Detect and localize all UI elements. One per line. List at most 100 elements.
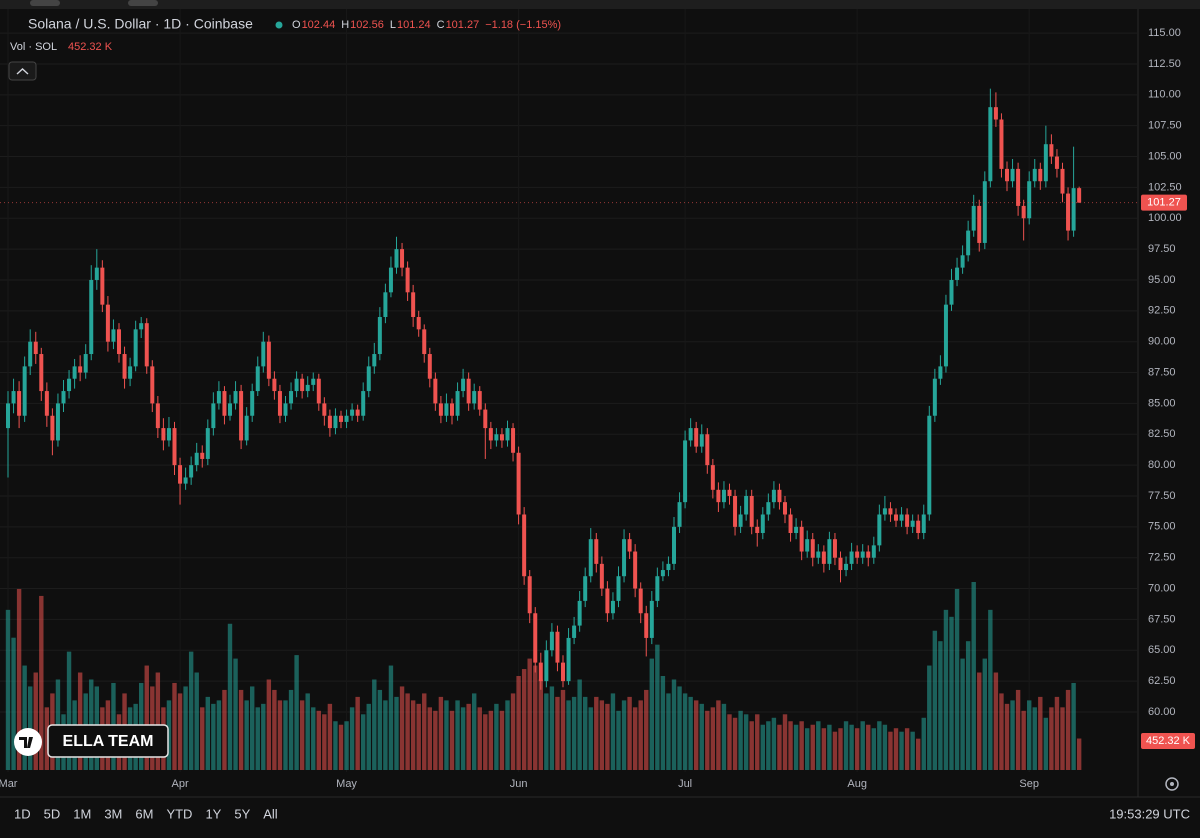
volume-bar — [460, 707, 466, 770]
volume-bar — [1027, 700, 1032, 770]
volume-bar — [288, 689, 294, 770]
y-tick-label: 67.50 — [1148, 613, 1176, 625]
candle-body — [139, 323, 144, 330]
candle-body — [788, 514, 793, 534]
x-tick-label: Aug — [847, 778, 867, 790]
volume-bar — [621, 700, 627, 770]
candle-body — [566, 637, 571, 682]
volume-bar — [327, 703, 333, 770]
candle-body — [877, 514, 882, 546]
candle-body — [816, 551, 821, 558]
candle-body — [744, 495, 749, 515]
candle-body — [228, 403, 232, 416]
candle-body — [916, 520, 921, 534]
volume-bar — [466, 703, 471, 770]
volume-bar — [227, 623, 233, 770]
volume-bar — [416, 703, 421, 770]
candle-body — [894, 514, 898, 521]
volume-bar — [1071, 682, 1076, 770]
collapse-icon — [16, 68, 29, 75]
volume-bar — [577, 679, 582, 770]
candle-body — [277, 391, 282, 416]
volume-bar — [583, 696, 588, 770]
candle-body — [672, 526, 676, 564]
y-tick-label: 60.00 — [1148, 706, 1176, 718]
timeframe-button[interactable]: YTD — [166, 806, 192, 821]
volume-bar — [250, 686, 255, 770]
candle-body — [1071, 188, 1076, 231]
candle-body — [83, 354, 88, 373]
volume-bar — [566, 700, 571, 770]
volume-bar — [383, 700, 388, 770]
volume-bar — [910, 731, 915, 770]
volume-bar — [477, 707, 482, 770]
candle-body — [372, 354, 377, 367]
candle-body — [333, 415, 338, 429]
candle-body — [266, 341, 271, 379]
candle-body — [849, 551, 854, 564]
volume-bar — [305, 693, 310, 770]
candle-body — [583, 576, 588, 601]
volume-bar — [788, 721, 793, 770]
candle-body — [777, 489, 782, 503]
candle-body — [577, 600, 582, 626]
volume-bar — [316, 710, 321, 770]
status-dot — [275, 21, 283, 29]
candle-body — [638, 588, 643, 614]
volume-bar — [255, 707, 260, 770]
volume-bar — [732, 717, 738, 770]
candle-body — [572, 625, 577, 638]
timeframe-button[interactable]: 3M — [104, 806, 122, 821]
candle-body — [905, 514, 910, 527]
ohlc-letter: L — [390, 19, 396, 31]
candle-body — [511, 428, 516, 453]
volume-bar — [399, 686, 405, 770]
y-tick-label: 100.00 — [1148, 212, 1182, 224]
ohlc-letter: H — [341, 19, 349, 31]
candle-body — [544, 650, 549, 682]
candle-body — [438, 403, 443, 416]
candle-body — [660, 570, 665, 577]
candle-body — [6, 403, 10, 429]
volume-bar — [755, 714, 760, 770]
candle-body — [988, 107, 993, 182]
candle-body — [866, 551, 871, 558]
volume-bar — [688, 696, 693, 770]
volume-bar — [521, 669, 527, 770]
volume-tag-label: 452.32 K — [1146, 735, 1191, 747]
volume-bar — [311, 707, 316, 770]
settings-button[interactable] — [1165, 777, 1179, 791]
collapse-button[interactable] — [8, 61, 37, 81]
candle-body — [805, 539, 810, 552]
volume-bar — [749, 721, 754, 770]
timeframe-button[interactable]: All — [263, 806, 278, 821]
timeframe-button[interactable]: 6M — [135, 806, 153, 821]
volume-bar — [455, 700, 460, 770]
candle-body — [394, 249, 399, 268]
timeframe-button[interactable]: 5Y — [234, 806, 250, 821]
volume-bar — [188, 651, 194, 770]
timeframe-button[interactable]: 1Y — [205, 806, 221, 821]
timeframe-button[interactable]: 5D — [44, 806, 61, 821]
candle-body — [882, 508, 887, 515]
timeframe-button[interactable]: 1M — [73, 806, 91, 821]
candle-body — [222, 391, 227, 416]
candle-body — [327, 415, 332, 429]
volume-bar — [916, 738, 921, 770]
candle-body — [710, 465, 715, 490]
y-tick-label: 97.50 — [1148, 243, 1176, 255]
y-tick-label: 70.00 — [1148, 582, 1176, 594]
toolbar: 1D 5D 1M 3M 6M YTD 1Y 5Y All — [14, 806, 278, 821]
timeframe-button[interactable]: 1D — [14, 806, 31, 821]
volume-bar — [710, 707, 716, 770]
volume-bar — [366, 703, 371, 770]
volume-bar — [472, 693, 477, 770]
volume-bar — [405, 693, 410, 770]
candle-body — [549, 631, 554, 651]
candle-body — [1010, 168, 1015, 182]
candle-body — [943, 304, 948, 367]
volume-bar — [394, 696, 399, 770]
volume-bar — [238, 689, 244, 770]
candle-body — [311, 378, 316, 385]
volume-bar — [200, 707, 205, 770]
